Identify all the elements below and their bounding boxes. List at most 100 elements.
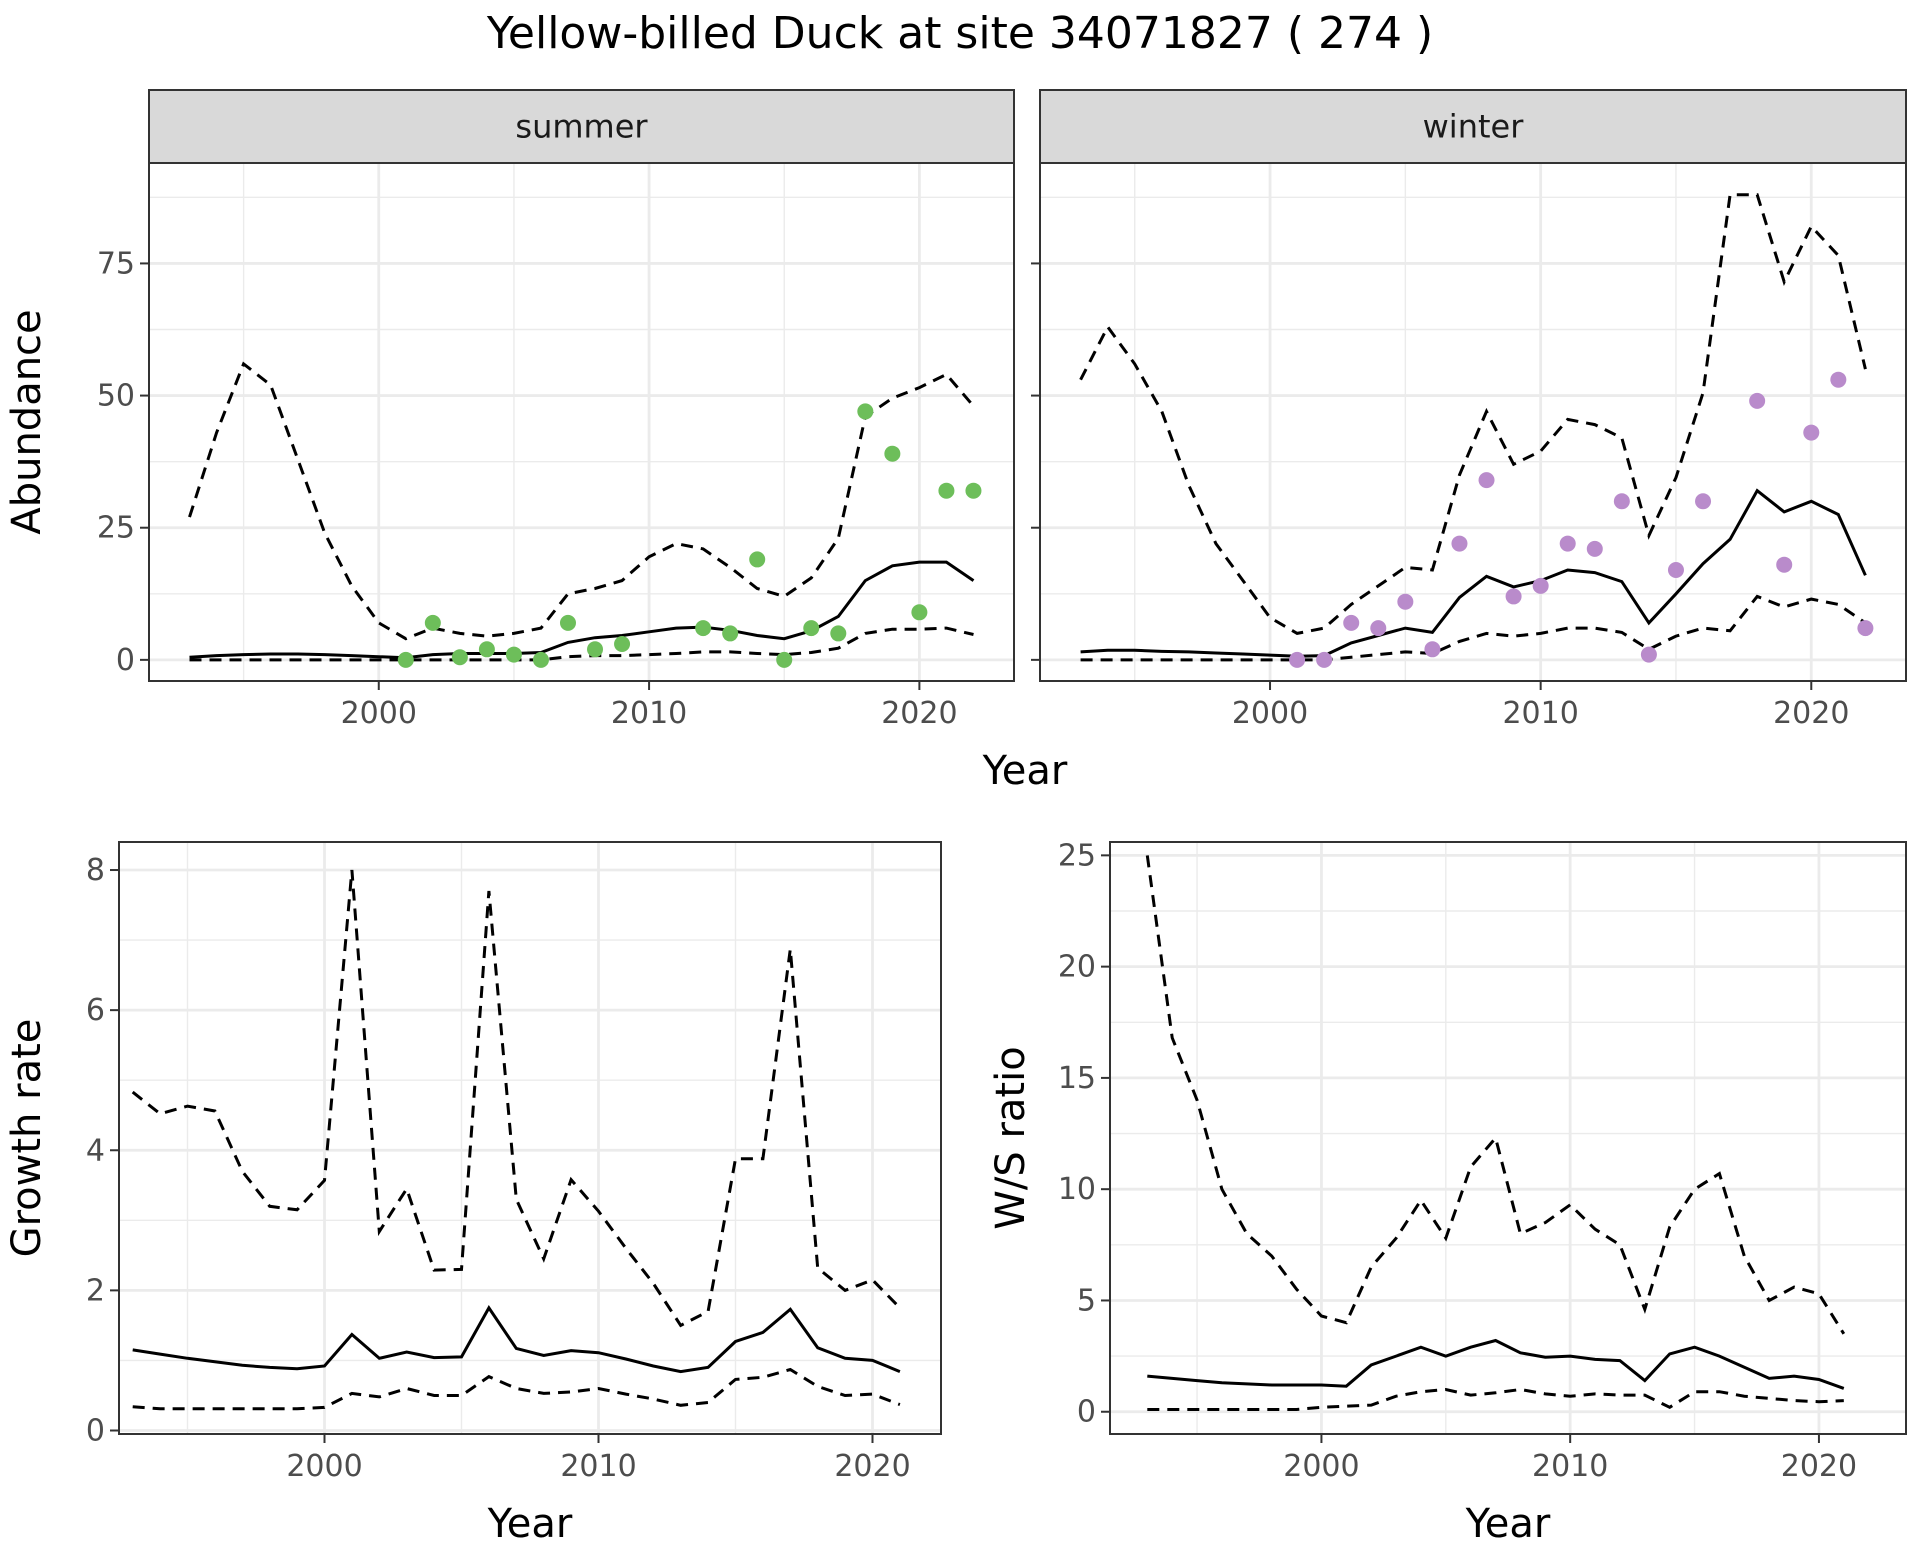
plot-background — [149, 163, 1014, 681]
data-point — [1532, 577, 1549, 594]
x-tick-label: 2000 — [286, 1449, 362, 1484]
data-point — [1749, 392, 1766, 409]
y-tick-label: 10 — [1058, 1172, 1096, 1207]
y-tick-label: 75 — [97, 246, 135, 281]
x-tick-label: 2010 — [1532, 1449, 1608, 1484]
data-point — [1478, 472, 1495, 489]
x-tick-label: 2020 — [881, 696, 957, 731]
x-tick-label: 2000 — [341, 696, 417, 731]
data-point — [857, 403, 874, 420]
data-point — [614, 636, 631, 652]
data-point — [911, 604, 928, 621]
facet-strip-label: winter — [1423, 108, 1525, 146]
y-tick-label: 50 — [97, 379, 135, 414]
y-tick-label: 2 — [86, 1273, 105, 1308]
data-point — [1667, 562, 1684, 578]
data-point — [1586, 540, 1603, 557]
data-point — [1289, 651, 1306, 668]
x-tick-label: 2000 — [1283, 1449, 1359, 1484]
upper-bound-line — [188, 361, 975, 641]
y-tick-label: 5 — [1077, 1283, 1096, 1318]
lower-bound-line — [189, 626, 974, 662]
facet-strip — [1039, 89, 1907, 164]
x-tick-label: 2020 — [834, 1449, 910, 1484]
data-point — [424, 614, 441, 631]
panel-summer: summer 2000 2010 2020 0 25 50 75 Abundance — [4, 89, 1015, 731]
x-tick-label: 2010 — [611, 696, 687, 731]
data-point — [1316, 651, 1333, 668]
data-point — [451, 649, 468, 666]
panel-border — [118, 841, 942, 1435]
data-point — [938, 482, 955, 499]
shared-x-axis-label: Year — [982, 748, 1068, 794]
y-tick-label: 25 — [97, 511, 135, 546]
panel-ws_ratio: 2000 2010 2020 0 5 10 15 20 25 W/S ratio Year — [988, 838, 1907, 1547]
data-point — [1695, 493, 1712, 510]
data-point — [397, 651, 414, 668]
x-tick-label: 2020 — [1781, 1449, 1857, 1484]
data-point — [1776, 556, 1793, 573]
data-point — [884, 445, 901, 462]
y-tick-label: 20 — [1058, 950, 1096, 985]
data-point — [722, 625, 739, 642]
x-tick-label: 2020 — [1773, 696, 1849, 731]
plot-background — [1040, 163, 1906, 681]
data-point — [559, 614, 576, 631]
data-point — [830, 625, 847, 642]
plot-background — [1110, 842, 1906, 1434]
x-tick-label: 2010 — [560, 1449, 636, 1484]
data-point — [965, 482, 982, 499]
mean-line — [1080, 488, 1867, 658]
y-axis-label: Growth rate — [4, 1019, 50, 1258]
y-tick-label: 25 — [1058, 838, 1096, 873]
data-point — [1857, 620, 1874, 637]
facet-strip-label: summer — [515, 108, 648, 146]
figure-title: Yellow-billed Duck at site 34071827 ( 27… — [486, 8, 1433, 59]
y-axis-label: Abundance — [4, 309, 50, 534]
data-point — [1559, 535, 1576, 552]
plot-background — [119, 842, 941, 1434]
x-tick-label: 2000 — [1232, 696, 1308, 731]
y-tick-label: 4 — [86, 1133, 105, 1168]
mean-line — [189, 560, 975, 660]
y-tick-label: 0 — [86, 1413, 105, 1448]
data-point — [1830, 371, 1847, 388]
data-point — [1343, 614, 1360, 631]
panel-winter: winter 2000 2010 2020 — [1031, 89, 1907, 731]
data-point — [587, 641, 604, 658]
lower-bound-line — [1080, 594, 1867, 662]
data-point — [695, 620, 712, 637]
x-axis-label: Year — [1465, 1501, 1551, 1547]
y-tick-label: 0 — [116, 643, 135, 678]
data-point — [803, 620, 820, 637]
panel-growth: 2000 2010 2020 0 2 4 6 8 Growth rate Year — [4, 841, 942, 1547]
mean-line — [132, 1305, 901, 1374]
data-point — [1424, 641, 1441, 658]
data-point — [1505, 588, 1522, 605]
data-point — [1803, 424, 1820, 441]
data-point — [749, 551, 766, 568]
data-point — [478, 641, 495, 658]
data-point — [776, 651, 793, 668]
y-tick-label: 15 — [1058, 1061, 1096, 1096]
data-point — [1613, 493, 1630, 510]
y-axis-label: W/S ratio — [988, 1046, 1034, 1229]
data-point — [1397, 593, 1414, 610]
lower-bound-line — [132, 1367, 901, 1411]
mean-line — [1147, 1338, 1845, 1390]
panel-border — [1109, 841, 1907, 1435]
x-axis-label: Year — [487, 1501, 573, 1547]
data-point — [1640, 646, 1657, 663]
x-tick-label: 2010 — [1502, 696, 1578, 731]
y-tick-label: 0 — [1077, 1395, 1096, 1430]
data-point — [1370, 620, 1387, 637]
data-point — [1451, 535, 1468, 552]
data-point — [532, 651, 549, 668]
y-tick-label: 6 — [86, 993, 105, 1028]
data-point — [505, 646, 522, 663]
facet-strip — [148, 89, 1015, 164]
y-tick-label: 8 — [86, 853, 105, 888]
upper-bound-line — [131, 869, 901, 1328]
lower-bound-line — [1147, 1387, 1844, 1411]
